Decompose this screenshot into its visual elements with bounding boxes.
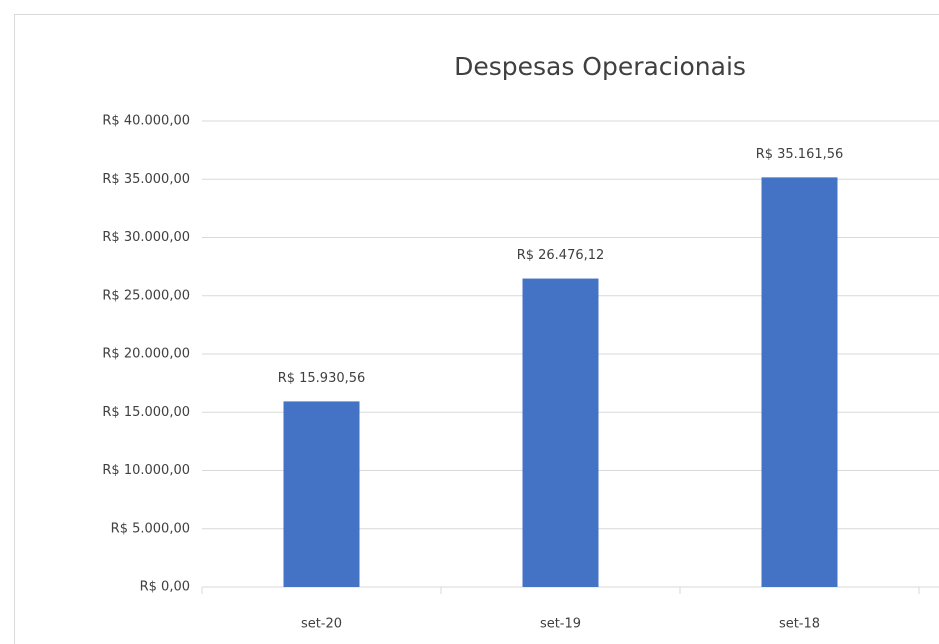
data-label: R$ 35.161,56	[756, 147, 844, 162]
bar	[761, 177, 838, 587]
data-label: R$ 26.476,12	[517, 248, 605, 263]
y-tick-label: R$ 0,00	[140, 580, 190, 595]
x-tick-label: set-19	[540, 617, 581, 632]
chart-title: Despesas Operacionais	[454, 52, 746, 81]
y-tick-label: R$ 40.000,00	[102, 114, 190, 129]
y-tick-label: R$ 25.000,00	[102, 288, 190, 303]
y-tick-label: R$ 35.000,00	[102, 172, 190, 187]
bar	[283, 401, 360, 587]
y-tick-label: R$ 20.000,00	[102, 347, 190, 362]
y-tick-label: R$ 10.000,00	[102, 463, 190, 478]
y-tick-label: R$ 15.000,00	[102, 405, 190, 420]
y-tick-label: R$ 30.000,00	[102, 230, 190, 245]
data-label: R$ 15.930,56	[278, 371, 366, 386]
x-tick-label: set-20	[301, 617, 342, 632]
y-tick-label: R$ 5.000,00	[111, 521, 190, 536]
bar	[522, 278, 599, 587]
x-tick-label: set-18	[779, 617, 820, 632]
